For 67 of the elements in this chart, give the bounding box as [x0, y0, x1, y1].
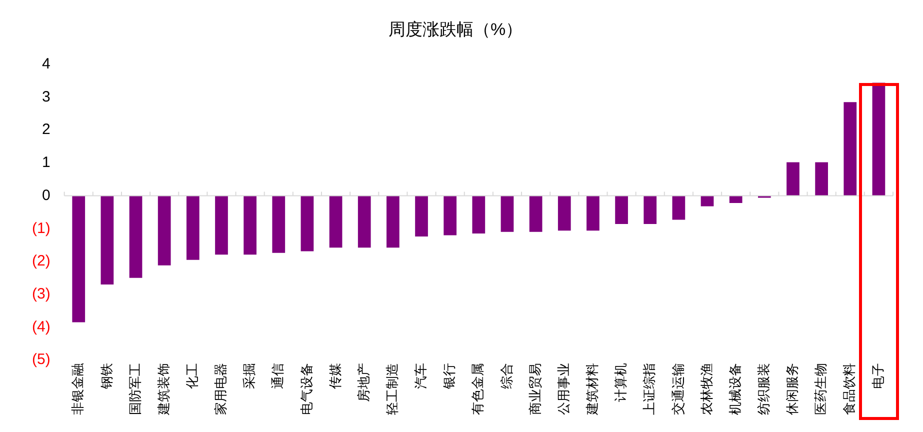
- x-tick-label: 电子: [870, 363, 886, 389]
- x-tick-label: 通信: [270, 363, 286, 389]
- x-tick-label: 商业贸易: [527, 363, 542, 415]
- x-tick-label: 建筑材料: [584, 363, 600, 416]
- bar: [386, 196, 400, 248]
- bar: [129, 196, 142, 278]
- bar: [244, 196, 256, 255]
- y-tick-label: 2: [42, 121, 50, 138]
- bar: [586, 196, 600, 231]
- bar: [729, 196, 742, 204]
- x-tick-label: 计算机: [613, 363, 628, 402]
- bar: [700, 196, 714, 206]
- bar: [844, 102, 857, 196]
- y-tick-label: (4): [32, 318, 50, 336]
- bar: [358, 196, 371, 248]
- x-tick-label: 轻工制造: [384, 363, 400, 415]
- x-tick-label: 综合: [498, 363, 514, 389]
- x-tick-label: 食品饮料: [842, 363, 857, 415]
- bar: [186, 196, 200, 260]
- x-tick-label: 非银金融: [70, 363, 86, 415]
- x-tick-label: 机械设备: [727, 363, 742, 415]
- x-tick-label: 电气设备: [298, 363, 314, 415]
- x-tick-label: 上证综指: [642, 363, 657, 415]
- bar: [472, 196, 486, 234]
- x-tick-label: 休闲服务: [784, 363, 800, 415]
- x-tick-label: 有色金属: [470, 363, 486, 415]
- x-tick-label: 化工: [184, 363, 200, 389]
- bar: [672, 196, 686, 220]
- x-tick-label: 交通运输: [670, 363, 686, 415]
- x-tick-label: 家用电器: [213, 363, 228, 415]
- bar: [329, 196, 342, 248]
- y-tick-label: (1): [32, 220, 50, 237]
- x-tick-label: 采掘: [242, 363, 257, 389]
- x-tick-label: 房地产: [356, 363, 371, 402]
- bar: [615, 196, 628, 224]
- bar: [272, 196, 286, 253]
- bar: [300, 196, 314, 252]
- bar: [100, 196, 114, 284]
- x-tick-label: 汽车: [413, 363, 428, 389]
- x-tick-label: 纺织服装: [756, 363, 771, 415]
- y-tick-label: 0: [42, 186, 50, 204]
- x-tick-label: 医药生物: [813, 363, 828, 415]
- bar: [529, 196, 542, 232]
- y-tick-label: 3: [42, 88, 50, 106]
- y-tick-label: 1: [42, 154, 50, 172]
- bar: [415, 196, 428, 237]
- y-tick-label: 4: [42, 56, 50, 73]
- x-tick-label: 钢铁: [98, 363, 114, 390]
- y-tick-label: (5): [32, 351, 50, 368]
- bar: [786, 162, 800, 196]
- bar: [815, 162, 828, 196]
- bar: [644, 196, 657, 224]
- x-tick-label: 建筑装饰: [156, 363, 171, 416]
- bar: [558, 196, 571, 231]
- y-tick-label: (3): [32, 285, 50, 302]
- bar: [72, 196, 86, 322]
- bar: [158, 196, 171, 266]
- x-tick-label: 公用事业: [556, 363, 571, 415]
- y-tick-label: (2): [32, 252, 50, 270]
- bar: [444, 196, 457, 236]
- x-tick-label: 银行: [442, 363, 457, 390]
- x-tick-label: 国防军工: [127, 363, 142, 415]
- bar: [215, 196, 228, 255]
- x-tick-label: 农林牧渔: [698, 363, 714, 415]
- bar: [500, 196, 514, 232]
- x-tick-label: 传媒: [327, 363, 342, 389]
- chart-title: 周度涨跌幅（%）: [388, 20, 523, 39]
